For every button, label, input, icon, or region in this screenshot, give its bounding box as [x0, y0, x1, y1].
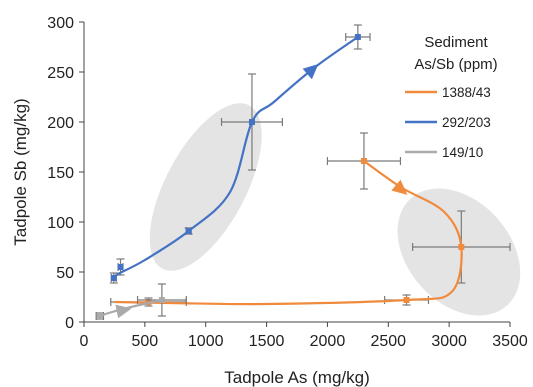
legend: Sediment As/Sb (ppm) 1388/43 292/203 149…	[405, 34, 498, 160]
x-axis-title: Tadpole As (mg/kg)	[224, 368, 370, 387]
legend-label-292-203: 292/203	[442, 115, 491, 130]
highlight-ellipse	[397, 188, 521, 316]
y-tick-labels: 0 50 100 150 200 250 300	[47, 15, 84, 332]
highlight-ellipse	[149, 103, 262, 271]
series-curve	[112, 36, 359, 279]
direction-arrow-icon	[302, 64, 319, 80]
data-point	[458, 244, 465, 250]
legend-label-149-10: 149/10	[442, 145, 483, 160]
y-tick-label: 0	[65, 315, 74, 332]
data-point	[110, 275, 117, 281]
direction-arrow-icon	[115, 304, 132, 319]
legend-label-1388-43: 1388/43	[442, 85, 491, 100]
y-tick-label: 100	[47, 215, 74, 232]
x-tick-label: 3500	[492, 333, 528, 350]
x-tick-label: 0	[80, 333, 89, 350]
y-tick-label: 300	[47, 15, 74, 32]
data-point	[248, 119, 255, 125]
y-axis-title: Tadpole Sb (mg/kg)	[11, 98, 30, 245]
data-point	[158, 297, 165, 303]
data-point	[117, 264, 124, 270]
x-tick-label: 1500	[249, 333, 285, 350]
x-tick-label: 500	[132, 333, 159, 350]
y-tick-label: 250	[47, 65, 74, 82]
data-point	[96, 313, 103, 319]
y-tick-label: 150	[47, 165, 74, 182]
data-point	[185, 228, 192, 234]
series-2	[95, 283, 187, 320]
x-tick-label: 3000	[431, 333, 467, 350]
direction-arrow-icon	[391, 179, 408, 195]
legend-title-line-2: As/Sb (ppm)	[414, 56, 497, 73]
x-tick-label: 2500	[370, 333, 406, 350]
x-tick-label: 1000	[188, 333, 224, 350]
y-tick-label: 50	[56, 265, 74, 282]
x-tick-labels: 0 500 1000 1500 2000 2500 3000 3500	[80, 322, 528, 350]
data-point	[354, 34, 361, 40]
series-curve	[114, 160, 463, 306]
data-point	[360, 158, 367, 164]
y-tick-label: 200	[47, 115, 74, 132]
legend-title-line-1: Sediment	[424, 34, 488, 51]
plot-series	[95, 24, 511, 320]
series-1	[109, 24, 371, 284]
data-point	[403, 297, 410, 303]
x-tick-label: 2000	[310, 333, 346, 350]
highlight-ellipses	[149, 103, 521, 316]
